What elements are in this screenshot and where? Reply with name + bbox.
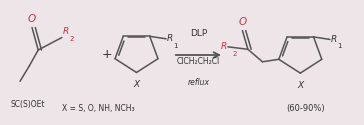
Text: SC(S)OEt: SC(S)OEt [10, 100, 44, 109]
Text: 2: 2 [70, 36, 74, 42]
Text: R: R [63, 27, 69, 36]
Text: R: R [331, 35, 337, 44]
Text: X: X [297, 81, 303, 90]
Text: O: O [238, 17, 246, 27]
Text: R: R [167, 34, 173, 43]
Text: (60-90%): (60-90%) [286, 104, 325, 113]
Text: 1: 1 [173, 43, 178, 49]
Text: 1: 1 [337, 43, 342, 49]
Text: ClCH₂CH₂Cl: ClCH₂CH₂Cl [177, 57, 220, 66]
Text: O: O [28, 14, 36, 24]
Text: R: R [221, 42, 227, 51]
Text: X: X [134, 80, 139, 89]
Text: +: + [102, 48, 113, 62]
Text: reflux: reflux [187, 78, 209, 87]
Text: DLP: DLP [190, 29, 207, 38]
Text: X = S, O, NH, NCH₃: X = S, O, NH, NCH₃ [62, 104, 135, 113]
Text: 2: 2 [232, 51, 237, 57]
